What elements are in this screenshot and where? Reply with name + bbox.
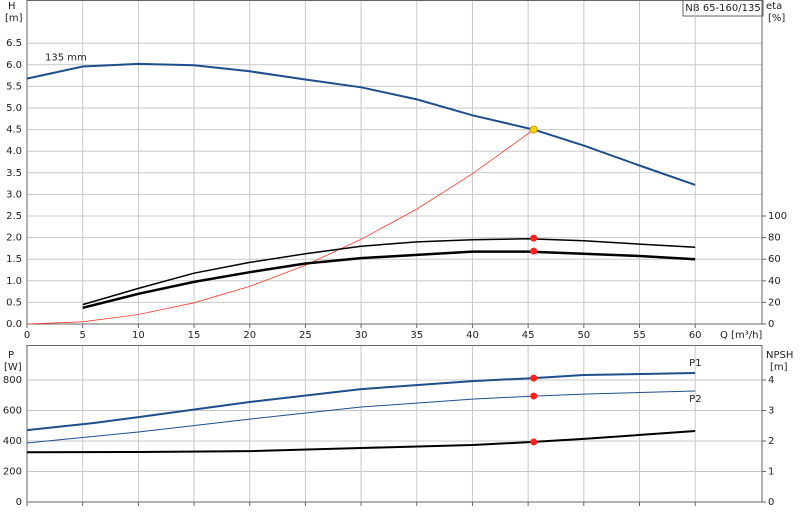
y-tick-label: 6.5 — [6, 38, 22, 49]
y-tick-label: 200 — [3, 467, 22, 478]
y-tick-label: 0.0 — [6, 319, 22, 330]
x-tick-label: 35 — [410, 330, 423, 341]
x-tick-label: 25 — [299, 330, 312, 341]
curve — [26, 430, 696, 454]
x-label: Q [m³/h] — [720, 330, 762, 341]
x-tick-label: 50 — [577, 330, 590, 341]
y2-tick-label: 3 — [768, 406, 774, 417]
y-tick-label: 800 — [3, 375, 22, 386]
curve-label: 135 mm — [45, 53, 87, 64]
curve — [26, 372, 696, 432]
y2-label: NPSH — [766, 350, 793, 361]
y-tick-label: 5.0 — [6, 103, 22, 114]
curve — [26, 62, 696, 186]
x-tick-label: 60 — [689, 330, 702, 341]
curve — [26, 129, 534, 325]
y-tick-label: 2.0 — [6, 233, 22, 244]
y-tick-label: 600 — [3, 406, 22, 417]
curve — [26, 390, 696, 444]
y2-tick-label: 2 — [768, 436, 774, 447]
x-tick-label: 55 — [633, 330, 646, 341]
duty-point — [530, 247, 538, 255]
y-tick-label: 2.5 — [6, 211, 22, 222]
y-tick-label: 3.5 — [6, 168, 22, 179]
y2-tick-label: 4 — [768, 375, 774, 386]
plot-frame — [26, 0, 763, 325]
duty-point — [530, 392, 538, 400]
y-tick-label: 4.5 — [6, 125, 22, 136]
duty-point — [529, 125, 538, 134]
model-label: NB 65-160/135 — [685, 3, 760, 14]
y-tick-label: 6.0 — [6, 60, 22, 71]
x-tick-label: 5 — [79, 330, 85, 341]
curve-label: P2 — [689, 394, 701, 405]
duty-point — [530, 234, 538, 242]
curve — [82, 237, 696, 306]
x-tick-label: 0 — [24, 330, 30, 341]
plot-frame — [26, 345, 763, 503]
y-tick-label: 0 — [16, 497, 22, 508]
y2-label: eta — [766, 1, 782, 12]
curve-label: P1 — [689, 358, 701, 369]
y-label: P — [8, 350, 14, 361]
y2-tick-label: 0 — [768, 497, 774, 508]
y-unit: [W] — [4, 362, 22, 373]
model-box — [682, 0, 764, 17]
y-tick-label: 1.5 — [6, 254, 22, 265]
x-tick-label: 30 — [355, 330, 368, 341]
x-tick-label: 20 — [243, 330, 256, 341]
duty-point — [530, 438, 538, 446]
x-tick-label: 10 — [132, 330, 145, 341]
y2-unit: [%] — [768, 13, 785, 24]
y-tick-label: 3.0 — [6, 189, 22, 200]
curve — [82, 250, 696, 310]
y-tick-label: 400 — [3, 436, 22, 447]
y2-tick-label: 0 — [768, 319, 774, 330]
y-tick-label: 5.5 — [6, 81, 22, 92]
duty-point — [530, 374, 538, 382]
y-label: H — [8, 1, 16, 12]
x-tick-label: 15 — [188, 330, 201, 341]
y-tick-label: 4.0 — [6, 146, 22, 157]
y-tick-label: 0.5 — [6, 297, 22, 308]
y-tick-label: 1.0 — [6, 276, 22, 287]
y2-tick-label: 60 — [768, 254, 781, 265]
x-tick-label: 45 — [522, 330, 535, 341]
y2-tick-label: 20 — [768, 297, 781, 308]
y2-unit: [m] — [770, 362, 788, 373]
y-unit: [m] — [5, 13, 23, 24]
y2-tick-label: 1 — [768, 467, 774, 478]
y2-tick-label: 100 — [768, 211, 787, 222]
x-tick-label: 40 — [466, 330, 479, 341]
y2-tick-label: 80 — [768, 233, 781, 244]
y2-tick-label: 40 — [768, 276, 781, 287]
